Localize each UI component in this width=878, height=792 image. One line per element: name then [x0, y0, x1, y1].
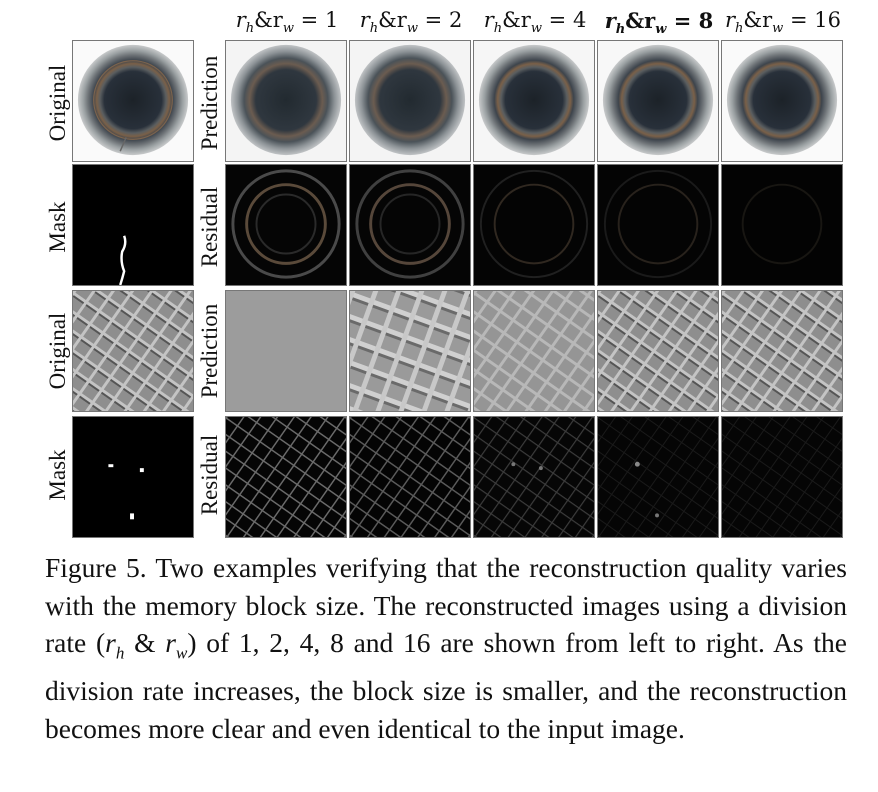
prediction-grid-1 [225, 290, 347, 412]
prediction-image-16 [721, 40, 843, 162]
column-header-2: rh&rw = 2 [359, 8, 463, 37]
figure-caption: Figure 5. Two examples verifying that th… [45, 552, 847, 744]
residual-grid-8 [597, 416, 719, 538]
residual-grid-2 [349, 416, 471, 538]
residual-grid-4 [473, 416, 595, 538]
prediction-image-1 [225, 40, 347, 162]
prediction-grid-16 [721, 290, 843, 412]
residual-image-4 [473, 164, 595, 286]
prediction-grid-2 [349, 290, 471, 412]
row-label-residual-1: Residual [197, 186, 222, 268]
residual-image-16 [721, 164, 843, 286]
prediction-grid-8 [597, 290, 719, 412]
row-label-prediction-1: Prediction [197, 55, 222, 151]
prediction-image-2 [349, 40, 471, 162]
mask-image-bottle [72, 164, 194, 286]
row-label-mask-2: Mask [45, 449, 70, 501]
prediction-image-8 [597, 40, 719, 162]
prediction-image-4 [473, 40, 595, 162]
row-label-mask-1: Mask [45, 201, 70, 253]
column-header-4: rh&rw = 4 [483, 8, 587, 37]
original-image-bottle [72, 40, 194, 162]
residual-grid-16 [721, 416, 843, 538]
residual-image-2 [349, 164, 471, 286]
residual-image-8 [597, 164, 719, 286]
residual-image-1 [225, 164, 347, 286]
residual-grid-1 [225, 416, 347, 538]
prediction-grid-4 [473, 290, 595, 412]
column-header-8: rh&rw = 8 [604, 8, 714, 38]
column-header-16: rh&rw = 16 [725, 8, 841, 37]
original-image-grid [72, 290, 194, 412]
row-label-original-1: Original [45, 64, 70, 142]
row-label-prediction-2: Prediction [197, 303, 222, 399]
row-label-original-2: Original [45, 312, 70, 390]
row-label-residual-2: Residual [197, 434, 222, 516]
column-header-1: rh&rw = 1 [235, 8, 339, 37]
mask-image-grid [72, 416, 194, 538]
